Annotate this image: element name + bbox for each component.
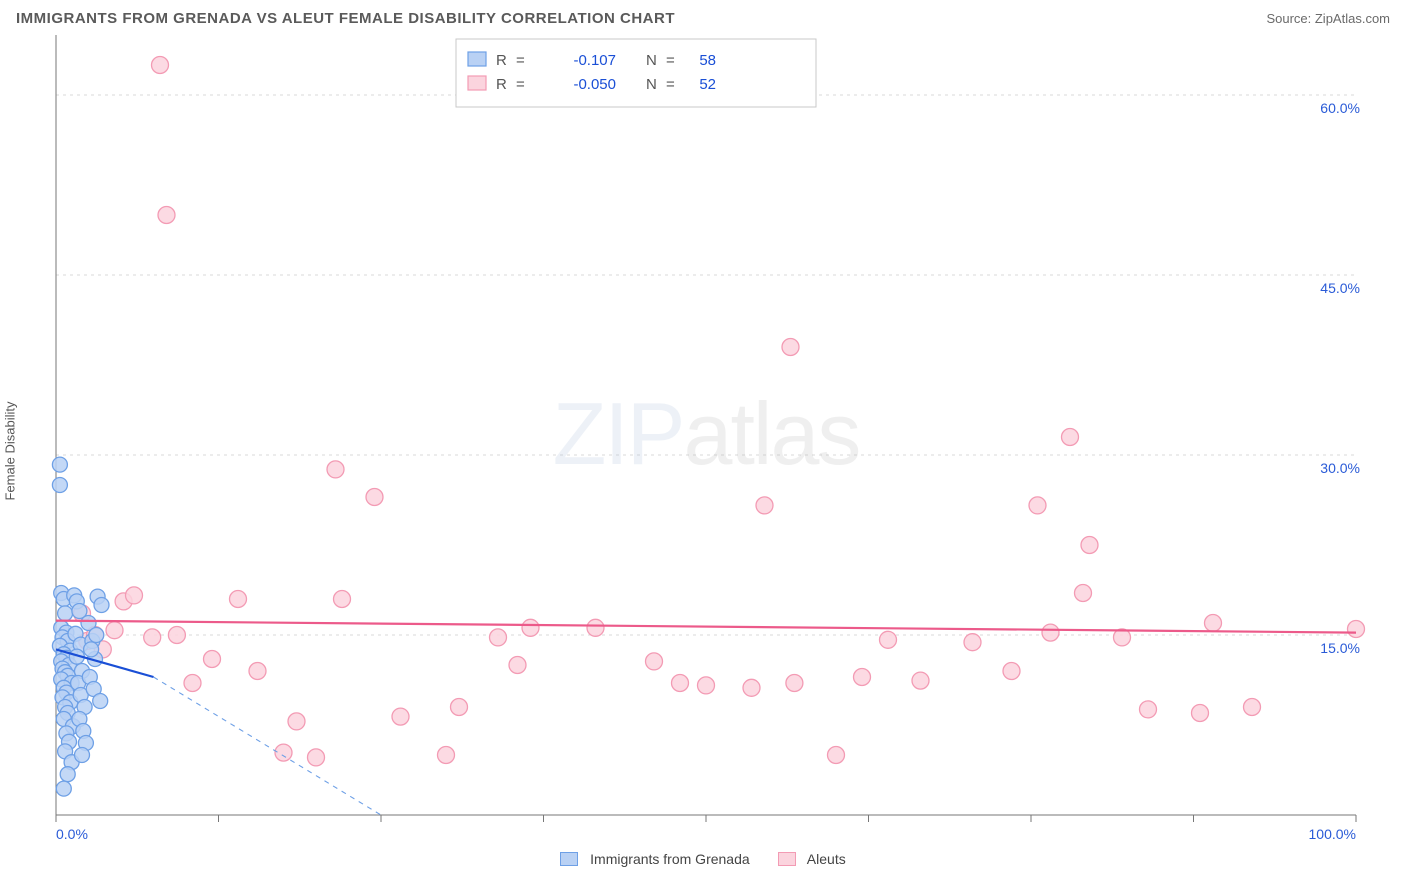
data-point xyxy=(288,713,305,730)
svg-text:0.0%: 0.0% xyxy=(56,826,88,842)
data-point xyxy=(93,694,108,709)
legend-label-aleuts: Aleuts xyxy=(807,851,846,867)
data-point xyxy=(672,675,689,692)
svg-text:=: = xyxy=(666,76,675,93)
data-point xyxy=(52,478,67,493)
data-point xyxy=(1081,537,1098,554)
data-point xyxy=(392,708,409,725)
data-point xyxy=(52,457,67,472)
data-point xyxy=(84,642,99,657)
svg-text:=: = xyxy=(516,52,525,69)
chart-container: Female Disability 15.0%30.0%45.0%60.0%ZI… xyxy=(16,35,1390,867)
data-point xyxy=(308,749,325,766)
data-point xyxy=(1029,497,1046,514)
data-point xyxy=(94,598,109,613)
data-point xyxy=(646,653,663,670)
svg-text:N: N xyxy=(646,52,657,69)
svg-text:ZIPatlas: ZIPatlas xyxy=(553,384,860,483)
data-point xyxy=(230,591,247,608)
data-point xyxy=(249,663,266,680)
data-point xyxy=(366,489,383,506)
data-point xyxy=(509,657,526,674)
data-point xyxy=(1042,624,1059,641)
data-point xyxy=(1348,621,1365,638)
bottom-legend: Immigrants from Grenada Aleuts xyxy=(16,845,1390,867)
data-point xyxy=(75,748,90,763)
svg-text:15.0%: 15.0% xyxy=(1320,640,1360,656)
data-point xyxy=(1244,699,1261,716)
data-point xyxy=(1062,429,1079,446)
svg-text:30.0%: 30.0% xyxy=(1320,460,1360,476)
data-point xyxy=(912,672,929,689)
svg-text:R: R xyxy=(496,76,507,93)
data-point xyxy=(1140,701,1157,718)
svg-text:=: = xyxy=(666,52,675,69)
svg-text:58: 58 xyxy=(699,52,716,69)
svg-text:R: R xyxy=(496,52,507,69)
svg-text:52: 52 xyxy=(699,76,716,93)
svg-text:-0.050: -0.050 xyxy=(573,76,616,93)
data-point xyxy=(880,631,897,648)
data-point xyxy=(56,781,71,796)
data-point xyxy=(854,669,871,686)
data-point xyxy=(106,622,123,639)
svg-text:60.0%: 60.0% xyxy=(1320,100,1360,116)
data-point xyxy=(204,651,221,668)
data-point xyxy=(126,587,143,604)
svg-text:-0.107: -0.107 xyxy=(573,52,616,69)
data-point xyxy=(89,628,104,643)
svg-text:=: = xyxy=(516,76,525,93)
data-point xyxy=(490,629,507,646)
correlation-legend xyxy=(456,39,816,107)
data-point xyxy=(152,57,169,74)
data-point xyxy=(184,675,201,692)
data-point xyxy=(438,747,455,764)
trend-line xyxy=(56,621,1356,633)
svg-text:100.0%: 100.0% xyxy=(1309,826,1356,842)
svg-text:N: N xyxy=(646,76,657,93)
data-point xyxy=(168,627,185,644)
data-point xyxy=(334,591,351,608)
data-point xyxy=(451,699,468,716)
chart-title: IMMIGRANTS FROM GRENADA VS ALEUT FEMALE … xyxy=(16,10,675,27)
legend-label-grenada: Immigrants from Grenada xyxy=(590,851,750,867)
data-point xyxy=(522,619,539,636)
data-point xyxy=(786,675,803,692)
scatter-chart: 15.0% 30.0% 45.0% 60.0% ZIPatlas 0.0% 100.0% R =… xyxy=(16,35,1390,845)
data-point xyxy=(698,677,715,694)
data-point xyxy=(756,497,773,514)
data-point xyxy=(327,461,344,478)
legend-swatch-grenada xyxy=(560,852,578,866)
data-point xyxy=(1205,615,1222,632)
data-point xyxy=(1075,585,1092,602)
source-attribution: Source: ZipAtlas.com xyxy=(1266,11,1390,26)
data-point xyxy=(828,747,845,764)
data-point xyxy=(60,767,75,782)
data-point xyxy=(743,679,760,696)
data-point xyxy=(964,634,981,651)
data-point xyxy=(782,339,799,356)
data-point xyxy=(144,629,161,646)
legend-item-grenada: Immigrants from Grenada xyxy=(560,851,749,867)
y-axis-label: Female Disability xyxy=(3,402,18,501)
legend-item-aleuts: Aleuts xyxy=(778,851,846,867)
data-point xyxy=(275,744,292,761)
svg-text:45.0%: 45.0% xyxy=(1320,280,1360,296)
data-point xyxy=(1003,663,1020,680)
data-point xyxy=(587,619,604,636)
legend-swatch-aleuts xyxy=(778,852,796,866)
data-point xyxy=(1192,705,1209,722)
data-point xyxy=(58,606,73,621)
data-point xyxy=(158,207,175,224)
